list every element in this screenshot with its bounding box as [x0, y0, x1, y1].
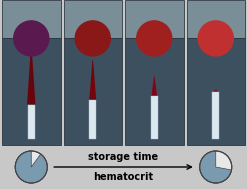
Bar: [63, 0, 122, 38]
Circle shape: [200, 151, 232, 183]
Bar: [125, 38, 184, 145]
Wedge shape: [15, 151, 47, 183]
Bar: [2, 38, 61, 145]
Bar: [186, 38, 245, 145]
Circle shape: [198, 21, 233, 56]
Bar: [212, 92, 219, 139]
Circle shape: [15, 151, 47, 183]
Bar: [125, 0, 184, 38]
Wedge shape: [200, 151, 231, 183]
Bar: [186, 0, 245, 38]
Polygon shape: [89, 60, 96, 100]
Bar: [89, 100, 96, 139]
Text: hematocrit: hematocrit: [93, 172, 154, 182]
Polygon shape: [213, 90, 219, 92]
Polygon shape: [27, 47, 36, 105]
Bar: [2, 0, 61, 38]
Polygon shape: [151, 76, 157, 96]
Bar: [28, 105, 35, 139]
Circle shape: [14, 21, 49, 56]
Circle shape: [137, 21, 172, 56]
Bar: [151, 96, 158, 139]
Circle shape: [75, 21, 110, 56]
Bar: [63, 38, 122, 145]
Text: storage time: storage time: [88, 152, 159, 162]
